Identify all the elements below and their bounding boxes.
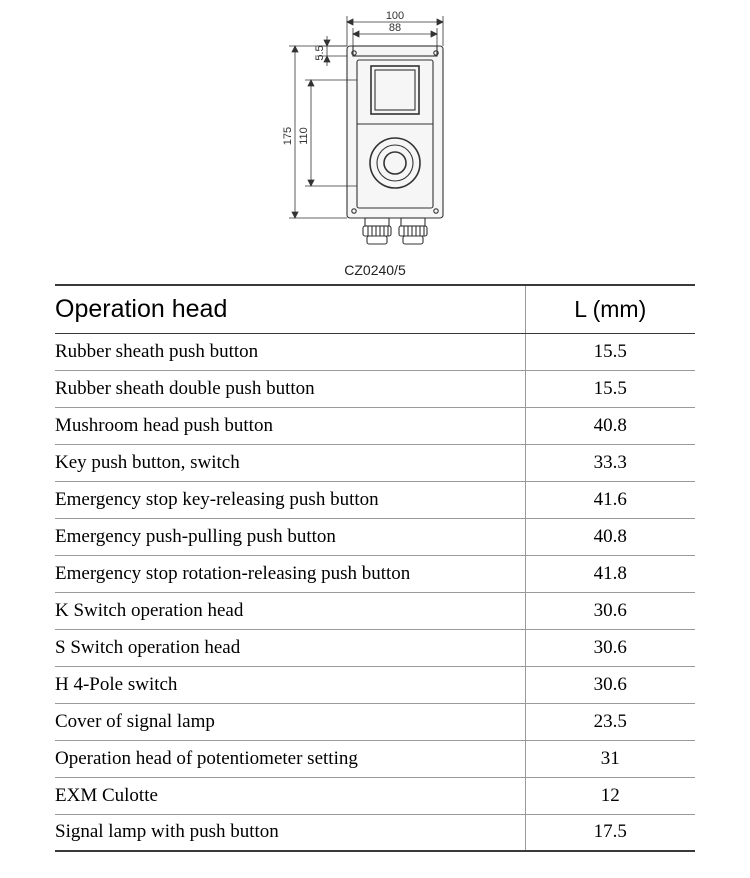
header-l-mm: L (mm)	[525, 285, 695, 333]
cell-operation-head: Emergency stop key-releasing push button	[55, 481, 525, 518]
cell-operation-head: K Switch operation head	[55, 592, 525, 629]
table-row: Mushroom head push button40.8	[55, 407, 695, 444]
device-outline-svg: 100 88 5.5	[245, 8, 505, 258]
technical-drawing: 100 88 5.5	[0, 0, 750, 262]
cell-l-mm: 40.8	[525, 518, 695, 555]
spec-table: Operation head L (mm) Rubber sheath push…	[55, 284, 695, 852]
cell-operation-head: Rubber sheath double push button	[55, 370, 525, 407]
dim-width-inner: 88	[389, 22, 401, 34]
header-operation-head: Operation head	[55, 285, 525, 333]
cell-l-mm: 23.5	[525, 703, 695, 740]
cell-l-mm: 40.8	[525, 407, 695, 444]
cell-l-mm: 30.6	[525, 666, 695, 703]
cell-operation-head: H 4-Pole switch	[55, 666, 525, 703]
cell-l-mm: 17.5	[525, 814, 695, 851]
table-row: Operation head of potentiometer setting3…	[55, 740, 695, 777]
cell-l-mm: 41.6	[525, 481, 695, 518]
table-row: Rubber sheath double push button15.5	[55, 370, 695, 407]
cell-operation-head: S Switch operation head	[55, 629, 525, 666]
cell-operation-head: Cover of signal lamp	[55, 703, 525, 740]
dim-width-outer: 100	[386, 10, 404, 22]
cell-l-mm: 41.8	[525, 555, 695, 592]
table-row: Key push button, switch33.3	[55, 444, 695, 481]
cell-l-mm: 31	[525, 740, 695, 777]
table-header-row: Operation head L (mm)	[55, 285, 695, 333]
dim-height-inner: 110	[298, 127, 310, 145]
table-row: H 4-Pole switch30.6	[55, 666, 695, 703]
dim-height-outer: 175	[282, 127, 294, 145]
cell-l-mm: 12	[525, 777, 695, 814]
cell-l-mm: 15.5	[525, 370, 695, 407]
table-row: Cover of signal lamp23.5	[55, 703, 695, 740]
table-row: Signal lamp with push button17.5	[55, 814, 695, 851]
cell-operation-head: Mushroom head push button	[55, 407, 525, 444]
table-row: Emergency stop rotation-releasing push b…	[55, 555, 695, 592]
table-row: K Switch operation head30.6	[55, 592, 695, 629]
cell-l-mm: 33.3	[525, 444, 695, 481]
cell-operation-head: Rubber sheath push button	[55, 333, 525, 370]
cell-operation-head: Key push button, switch	[55, 444, 525, 481]
model-label: CZ0240/5	[0, 262, 750, 284]
cell-operation-head: Operation head of potentiometer setting	[55, 740, 525, 777]
cell-l-mm: 30.6	[525, 592, 695, 629]
table-row: Emergency push-pulling push button40.8	[55, 518, 695, 555]
table-row: S Switch operation head30.6	[55, 629, 695, 666]
cell-operation-head: EXM Culotte	[55, 777, 525, 814]
cell-operation-head: Emergency stop rotation-releasing push b…	[55, 555, 525, 592]
dim-offset-top: 5.5	[314, 45, 326, 60]
table-row: Rubber sheath push button15.5	[55, 333, 695, 370]
cell-operation-head: Emergency push-pulling push button	[55, 518, 525, 555]
table-row: EXM Culotte12	[55, 777, 695, 814]
cell-l-mm: 15.5	[525, 333, 695, 370]
cell-l-mm: 30.6	[525, 629, 695, 666]
table-row: Emergency stop key-releasing push button…	[55, 481, 695, 518]
cell-operation-head: Signal lamp with push button	[55, 814, 525, 851]
